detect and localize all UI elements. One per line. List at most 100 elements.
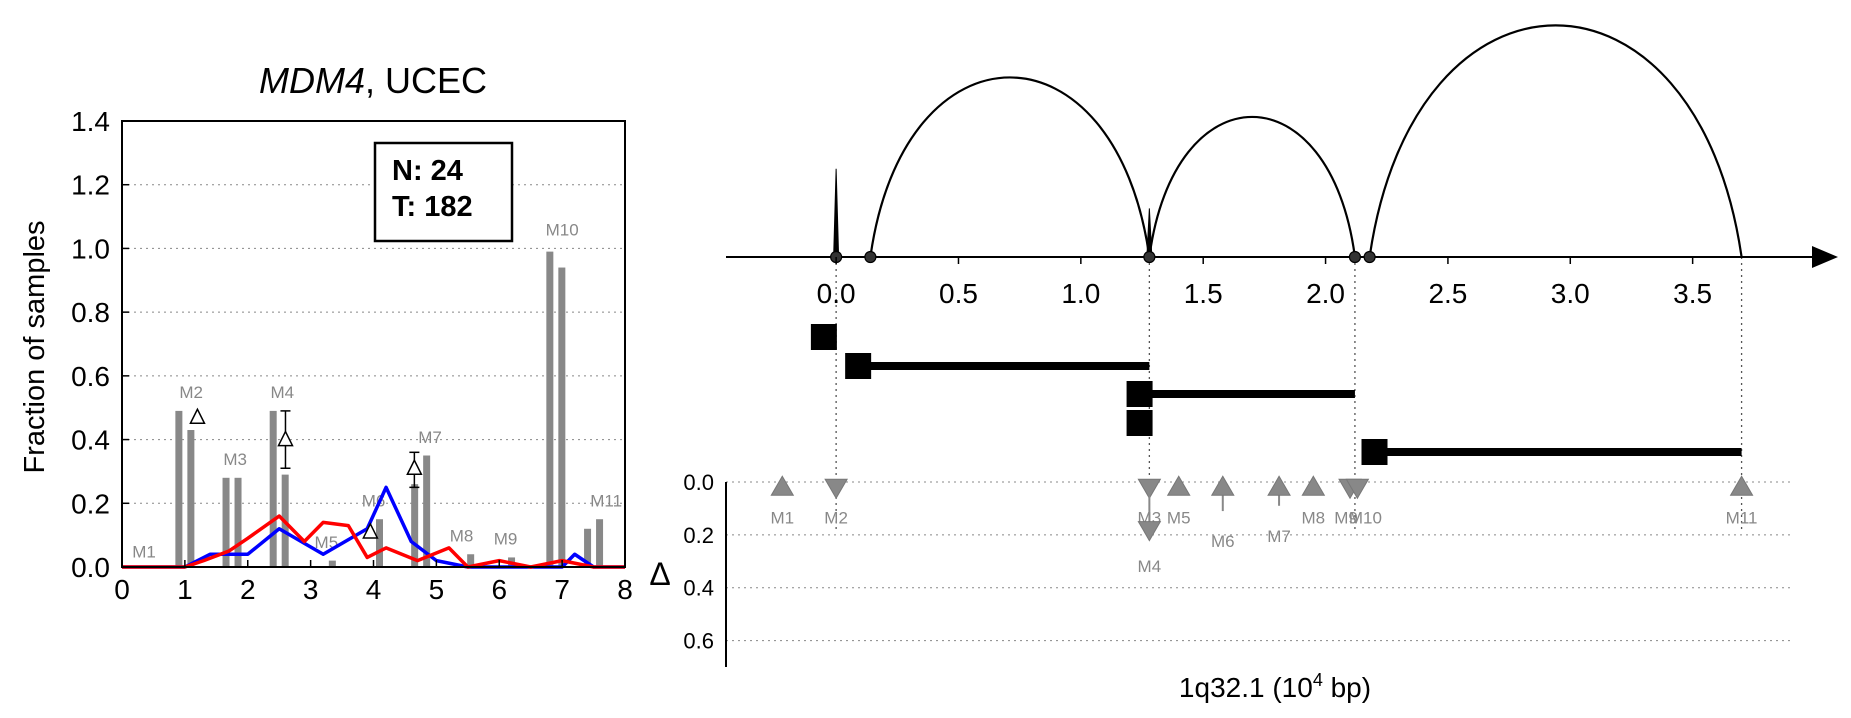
delta-marker	[277, 429, 294, 447]
bar-tumor	[596, 519, 604, 567]
junction-spike	[833, 168, 840, 258]
x-tick-label: 8	[617, 574, 633, 605]
motif-label: M3	[223, 450, 247, 469]
x-tick-label: 1	[177, 574, 193, 605]
delta-tick-label: 0.6	[683, 629, 714, 654]
motif-label: M9	[1334, 508, 1358, 527]
motif-label: M2	[824, 508, 848, 527]
bar-tumor	[376, 519, 383, 567]
position-tick-label: 3.5	[1673, 278, 1712, 309]
position-tick-label: 0.5	[939, 278, 978, 309]
bar-tumor	[234, 477, 242, 567]
bar-normal	[269, 410, 277, 567]
delta-tick-label: 0.2	[683, 523, 714, 548]
x-tick-label: 5	[429, 574, 445, 605]
bar-tumor	[423, 455, 431, 567]
y-tick-label: 1.2	[71, 170, 110, 201]
y-tick-label: 0.0	[71, 552, 110, 583]
axis-arrow	[1812, 246, 1838, 268]
bar-normal	[546, 251, 554, 567]
motif-label: M4	[271, 383, 295, 402]
motif-up-marker	[770, 475, 795, 496]
y-axis-label: Fraction of samples	[19, 220, 51, 473]
exon-marker	[1361, 439, 1388, 465]
position-ticks: 0.0 0.5 1.0 1.5 2.0 2.5 3.0 3.5	[817, 257, 1712, 309]
fraction-chart: MDM4, UCEC Fraction of samples M1 M2 M3 M4 M…	[19, 60, 633, 605]
chart-title: MDM4, UCEC	[259, 60, 487, 101]
motif-up-marker	[1301, 475, 1326, 496]
position-tick-label: 0.0	[817, 278, 856, 309]
x-axis-label-unit: bp)	[1323, 672, 1371, 703]
x-axis-label-exp: 4	[1313, 670, 1323, 690]
bar-normal	[175, 410, 183, 567]
exon-marker	[1126, 410, 1153, 436]
delta-marker	[406, 458, 423, 475]
motif-up-marker	[1267, 475, 1291, 496]
chart-title-suffix: , UCEC	[365, 60, 487, 101]
junction-arc	[869, 76, 1151, 258]
motif-label: M6	[1211, 532, 1235, 551]
arc-node	[1363, 250, 1376, 264]
junction-arcs	[830, 24, 1743, 264]
legend-t: T: 182	[392, 191, 473, 223]
exon-rows	[810, 324, 1742, 465]
position-tick-label: 1.5	[1184, 278, 1223, 309]
y-tick-label: 1.0	[71, 233, 110, 264]
bar-normal	[584, 528, 592, 567]
y-tick-label: 0.4	[71, 425, 110, 456]
junction-arc	[1368, 24, 1743, 258]
motif-up-marker	[1166, 475, 1191, 496]
motif-down-marker	[824, 478, 848, 500]
motif-label: M1	[770, 508, 794, 527]
x-tick-label: 7	[554, 574, 570, 605]
y-tick-label: 1.4	[71, 106, 110, 137]
y-tick-label: 0.6	[71, 361, 110, 392]
delta-markers	[189, 407, 423, 539]
motif-up-marker	[1210, 475, 1235, 496]
arc-node	[1348, 250, 1362, 264]
motif-label: M11	[590, 491, 622, 510]
bar-normal	[222, 477, 230, 567]
motif-label: M5	[1167, 508, 1191, 527]
x-tick-label: 0	[114, 574, 130, 605]
arc-node	[1143, 250, 1156, 264]
bar-tumor	[558, 267, 566, 567]
motif-down-marker	[1137, 521, 1162, 542]
motif-label: M9	[494, 530, 518, 549]
motif-down-marker	[1345, 478, 1370, 500]
motif-label: M2	[179, 383, 203, 402]
x-tick-label: 4	[366, 574, 382, 605]
delta-grid: 0.0 0.2 0.4 0.6	[683, 470, 1790, 654]
position-tick-label: 2.0	[1306, 278, 1345, 309]
x-axis-label-base: 1q32.1 (10	[1179, 672, 1313, 703]
chart-title-gene: MDM4	[259, 60, 365, 101]
arc-node	[864, 250, 877, 264]
junction-spike	[1146, 208, 1153, 258]
motif-label: M10	[1349, 508, 1382, 527]
bar-tumor	[187, 430, 195, 567]
motif-label: M7	[418, 428, 442, 447]
delta-axis-label: Δ	[649, 556, 670, 592]
position-tick-label: 2.5	[1428, 278, 1467, 309]
bar-tumor	[467, 554, 475, 567]
bar-normal	[411, 484, 419, 567]
delta-marker	[362, 522, 379, 539]
junction-arc	[1148, 115, 1357, 258]
motif-label: M1	[132, 542, 156, 561]
bars	[175, 251, 604, 567]
delta-tick-label: 0.4	[683, 576, 714, 601]
splice-diagram: 0.0 0.5 1.0 1.5 2.0 2.5 3.0 3.5 0.00.20.40.6 Δ …	[649, 24, 1838, 703]
motif-label: M11	[1726, 508, 1758, 527]
bar-tumor	[328, 560, 336, 567]
motif-label: M8	[1302, 508, 1326, 527]
legend-n: N: 24	[392, 155, 463, 187]
x-tick-label: 6	[491, 574, 507, 605]
motif-up-marker	[1729, 475, 1754, 496]
y-tick-label: 0.2	[71, 488, 110, 519]
x-tick-label: 2	[240, 574, 256, 605]
y-tick-label: 0.8	[71, 297, 110, 328]
exon-marker	[845, 353, 872, 379]
motif-label: M4	[1138, 557, 1162, 576]
